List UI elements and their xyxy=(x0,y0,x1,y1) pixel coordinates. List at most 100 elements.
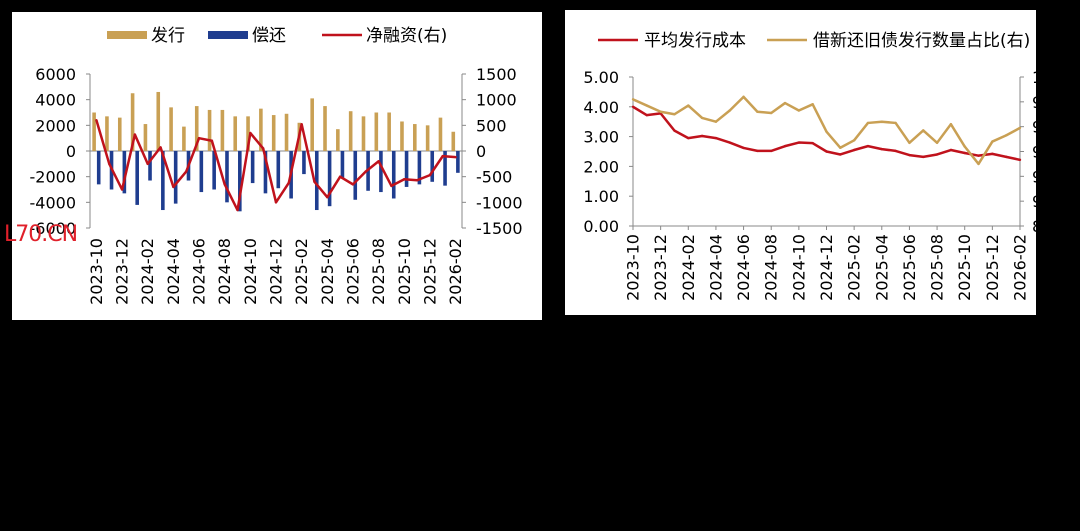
x-tick-label: 2024-10 xyxy=(789,234,808,301)
point-ratio-11 xyxy=(783,101,787,105)
point-ratio-1 xyxy=(645,104,649,107)
bar-issue-14 xyxy=(271,115,276,151)
bar-issue-15 xyxy=(284,113,289,151)
point-ratio-24 xyxy=(963,145,966,148)
right-chart-panel: 平均发行成本 借新还旧债发行数量占比(右) 0.00 1.00 2.00 3.00 4.00… xyxy=(565,10,1036,315)
legend-swatch-0 xyxy=(107,31,147,39)
bar-repay-16 xyxy=(302,151,306,175)
y-right-tick-label: -1500 xyxy=(476,219,523,238)
legend-label-0: 平均发行成本 xyxy=(644,31,746,51)
point-net-7 xyxy=(185,170,188,173)
bar-repay-18 xyxy=(327,151,332,207)
point-ratio-12 xyxy=(797,109,801,112)
x-tick-label: 2025-12 xyxy=(983,234,1002,301)
x-tick-label: 2025-08 xyxy=(928,234,947,301)
bar-issue-27 xyxy=(438,117,443,151)
point-cost-6 xyxy=(714,136,718,140)
point-net-23 xyxy=(390,184,393,188)
bar-repay-12 xyxy=(250,151,255,184)
bar-repay-5 xyxy=(161,151,165,211)
y-right-tick-label: -1000 xyxy=(476,193,523,212)
point-ratio-15 xyxy=(839,146,842,149)
bar-issue-11 xyxy=(233,116,238,151)
point-net-6 xyxy=(172,185,175,189)
point-ratio-21 xyxy=(922,129,925,132)
y-right-tick-label: 93% xyxy=(1032,167,1036,186)
left-chart-panel: 发行 偿还 净融资(右) -6000 -4000 -2000 0 2000 4000 6000 -1… xyxy=(12,12,542,320)
y-left-tick-label: 1.00 xyxy=(583,187,619,206)
bar-issue-20 xyxy=(348,111,353,151)
y-left-tick-label: 3.00 xyxy=(583,128,619,147)
point-net-26 xyxy=(428,173,432,177)
x-tick-label: 2025-10 xyxy=(395,238,414,305)
point-ratio-7 xyxy=(728,109,731,112)
x-tick-label: 2024-12 xyxy=(817,234,836,301)
point-cost-17 xyxy=(866,144,870,148)
bar-repay-8 xyxy=(199,151,204,193)
bar-issue-23 xyxy=(387,112,391,151)
bar-issue-13 xyxy=(259,108,263,151)
bar-issue-2 xyxy=(117,117,122,151)
point-net-19 xyxy=(338,175,342,178)
point-net-8 xyxy=(197,136,201,140)
legend-label-0: 发行 xyxy=(151,26,185,46)
bar-issue-3 xyxy=(130,93,135,151)
point-net-5 xyxy=(159,146,162,149)
point-net-1 xyxy=(108,162,111,166)
bar-issue-1 xyxy=(105,116,109,151)
bar-issue-22 xyxy=(374,112,379,151)
y-left-tick-label: 2000 xyxy=(35,116,76,135)
point-cost-23 xyxy=(949,148,953,152)
y-left-tick-label: -2000 xyxy=(30,168,77,187)
bar-repay-24 xyxy=(404,151,409,187)
bar-repay-3 xyxy=(135,151,139,205)
x-tick-label: 2023-12 xyxy=(651,234,670,301)
point-cost-11 xyxy=(783,144,787,148)
bar-repay-9 xyxy=(212,151,216,190)
x-tick-label: 2025-06 xyxy=(343,238,362,305)
point-ratio-2 xyxy=(659,110,662,113)
bar-repay-17 xyxy=(314,151,319,211)
bar-repay-22 xyxy=(379,151,383,193)
point-ratio-23 xyxy=(949,122,953,126)
point-ratio-0 xyxy=(631,98,635,101)
x-tick-label: 2025-02 xyxy=(292,238,311,305)
point-cost-1 xyxy=(645,113,649,117)
bar-repay-0 xyxy=(96,151,101,185)
point-ratio-20 xyxy=(908,141,911,145)
point-net-14 xyxy=(274,201,278,204)
bar-issue-12 xyxy=(246,116,250,151)
bar-repay-4 xyxy=(148,151,152,181)
point-cost-10 xyxy=(770,149,773,153)
legend-label-1: 偿还 xyxy=(252,26,286,46)
bar-repay-11 xyxy=(238,151,242,212)
bar-issue-0 xyxy=(92,112,96,151)
bar-repay-20 xyxy=(353,151,358,200)
point-cost-21 xyxy=(922,155,925,159)
bar-issue-21 xyxy=(361,116,366,151)
point-net-3 xyxy=(133,133,137,136)
point-net-16 xyxy=(300,123,303,126)
y-left-tick-label: -6000 xyxy=(30,219,77,238)
point-cost-4 xyxy=(687,136,690,140)
y-right-tick-label: 89% xyxy=(1032,217,1036,236)
point-cost-22 xyxy=(935,153,939,156)
point-cost-8 xyxy=(742,146,745,150)
point-net-13 xyxy=(261,147,265,150)
x-tick-label: 2025-08 xyxy=(369,238,388,305)
point-cost-14 xyxy=(825,150,828,153)
point-net-25 xyxy=(415,179,419,182)
bar-repay-27 xyxy=(443,151,447,186)
y-left-tick-label: 2.00 xyxy=(583,157,619,176)
point-net-17 xyxy=(313,180,316,183)
point-ratio-26 xyxy=(991,140,994,143)
bar-issue-28 xyxy=(451,131,456,151)
point-net-27 xyxy=(441,154,444,158)
point-cost-15 xyxy=(839,153,842,156)
x-tick-label: 2026-02 xyxy=(1011,234,1030,301)
point-net-12 xyxy=(249,131,252,135)
point-cost-27 xyxy=(1004,155,1008,159)
y-right-tick-label: 97% xyxy=(1032,118,1036,137)
bar-repay-14 xyxy=(276,151,281,189)
bar-issue-24 xyxy=(400,121,404,151)
